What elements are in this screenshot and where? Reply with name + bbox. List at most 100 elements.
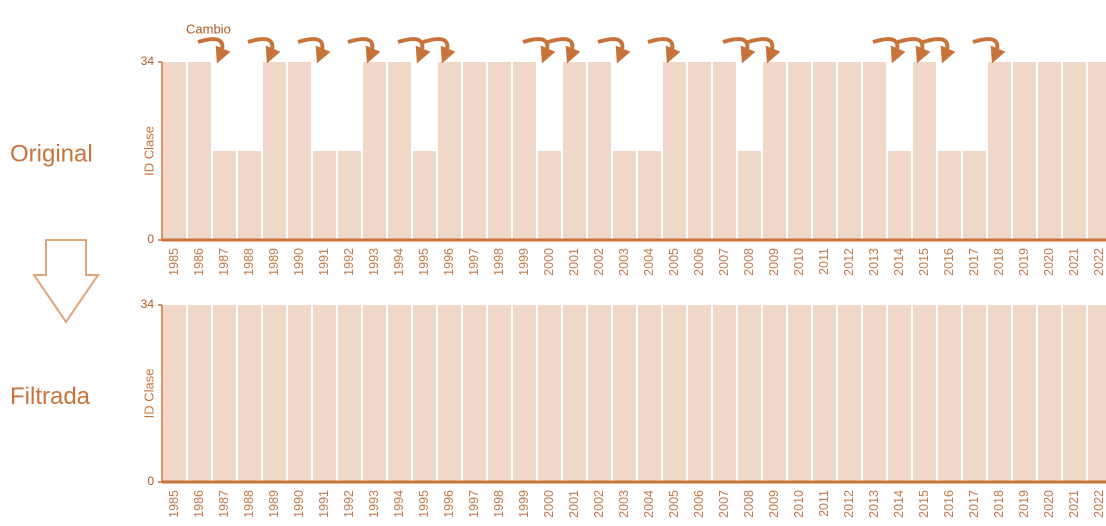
bar [588,305,611,482]
bar [438,305,461,482]
x-tick-label: 2016 [942,490,956,518]
bar [813,62,836,240]
bar [788,62,811,240]
bar [388,62,411,240]
bar [563,305,586,482]
change-arrow [897,37,931,64]
bar [563,62,586,240]
x-tick-label: 2004 [642,248,656,276]
bar [1063,62,1086,240]
bar [663,305,686,482]
bar [538,305,561,482]
x-tick-label: 2006 [692,248,706,276]
bar [288,305,311,482]
x-tick-label: 1996 [442,248,456,276]
bar [213,305,236,482]
x-tick-label: 2001 [567,490,581,518]
x-tick-label: 2011 [817,248,831,275]
x-tick-label: 2014 [892,490,906,518]
bar [438,62,461,240]
bar [313,305,336,482]
x-tick-label: 1996 [442,490,456,518]
bar [938,151,961,240]
x-tick-label: 2002 [592,248,606,276]
x-tick-label: 2015 [917,248,931,276]
bar [163,305,186,482]
x-tick-label: 2016 [942,248,956,276]
bar [338,151,361,240]
bar [588,62,611,240]
x-tick-label: 2019 [1017,248,1031,276]
x-tick-label: 2007 [717,248,731,276]
x-tick-label: 1990 [292,490,306,518]
x-tick-label: 2022 [1092,248,1106,276]
bar [863,62,886,240]
bar [363,62,386,240]
bar [738,305,761,482]
change-arrow [197,37,231,64]
x-tick-label: 2008 [742,248,756,276]
bar [213,151,236,240]
y-tick-label: 34 [141,54,155,68]
x-tick-label: 1986 [192,248,206,276]
bar [463,305,486,482]
change-arrow [922,37,956,64]
bar [1038,62,1061,240]
bar [463,62,486,240]
bar [638,151,661,240]
change-arrow [397,37,431,64]
bar [838,305,861,482]
bar [763,62,786,240]
bar [888,305,911,482]
annotation: Cambio [186,21,231,36]
x-tick-label: 2003 [617,248,631,276]
bar [288,62,311,240]
x-tick-label: 1985 [167,248,181,276]
x-tick-label: 2015 [917,490,931,518]
bar [963,151,986,240]
bar [613,151,636,240]
x-tick-label: 1989 [267,248,281,276]
x-tick-label: 1999 [517,248,531,276]
bar [413,151,436,240]
x-tick-label: 2004 [642,490,656,518]
bar [188,305,211,482]
change-arrow [522,37,556,64]
change-arrow [597,37,631,64]
bar [538,151,561,240]
bar [713,62,736,240]
bar [188,62,211,240]
bar [763,305,786,482]
bar [388,305,411,482]
x-tick-label: 2001 [567,248,581,276]
x-tick-label: 2011 [817,490,831,517]
x-tick-label: 1993 [367,248,381,276]
x-tick-label: 1995 [417,490,431,518]
x-tick-label: 1986 [192,490,206,518]
bar [913,62,936,240]
bar [1088,305,1106,482]
change-arrow [247,37,281,64]
bar [688,62,711,240]
x-tick-label: 1991 [317,248,331,276]
x-tick-label: 2005 [667,248,681,276]
x-tick-label: 2003 [617,490,631,518]
bar [913,305,936,482]
x-tick-label: 2009 [767,490,781,518]
x-tick-label: 2000 [542,248,556,276]
y-axis-label: ID Clase [141,126,156,176]
x-tick-label: 2005 [667,490,681,518]
x-tick-label: 2018 [992,490,1006,518]
x-tick-label: 1999 [517,490,531,518]
x-tick-label: 2022 [1092,490,1106,518]
y-tick-label: 0 [147,232,154,246]
x-tick-label: 2010 [792,248,806,276]
bar [313,151,336,240]
bar [363,305,386,482]
bar [263,62,286,240]
x-tick-label: 2007 [717,490,731,518]
x-tick-label: 2002 [592,490,606,518]
x-tick-label: 2000 [542,490,556,518]
bar [888,151,911,240]
change-arrow [872,37,906,64]
